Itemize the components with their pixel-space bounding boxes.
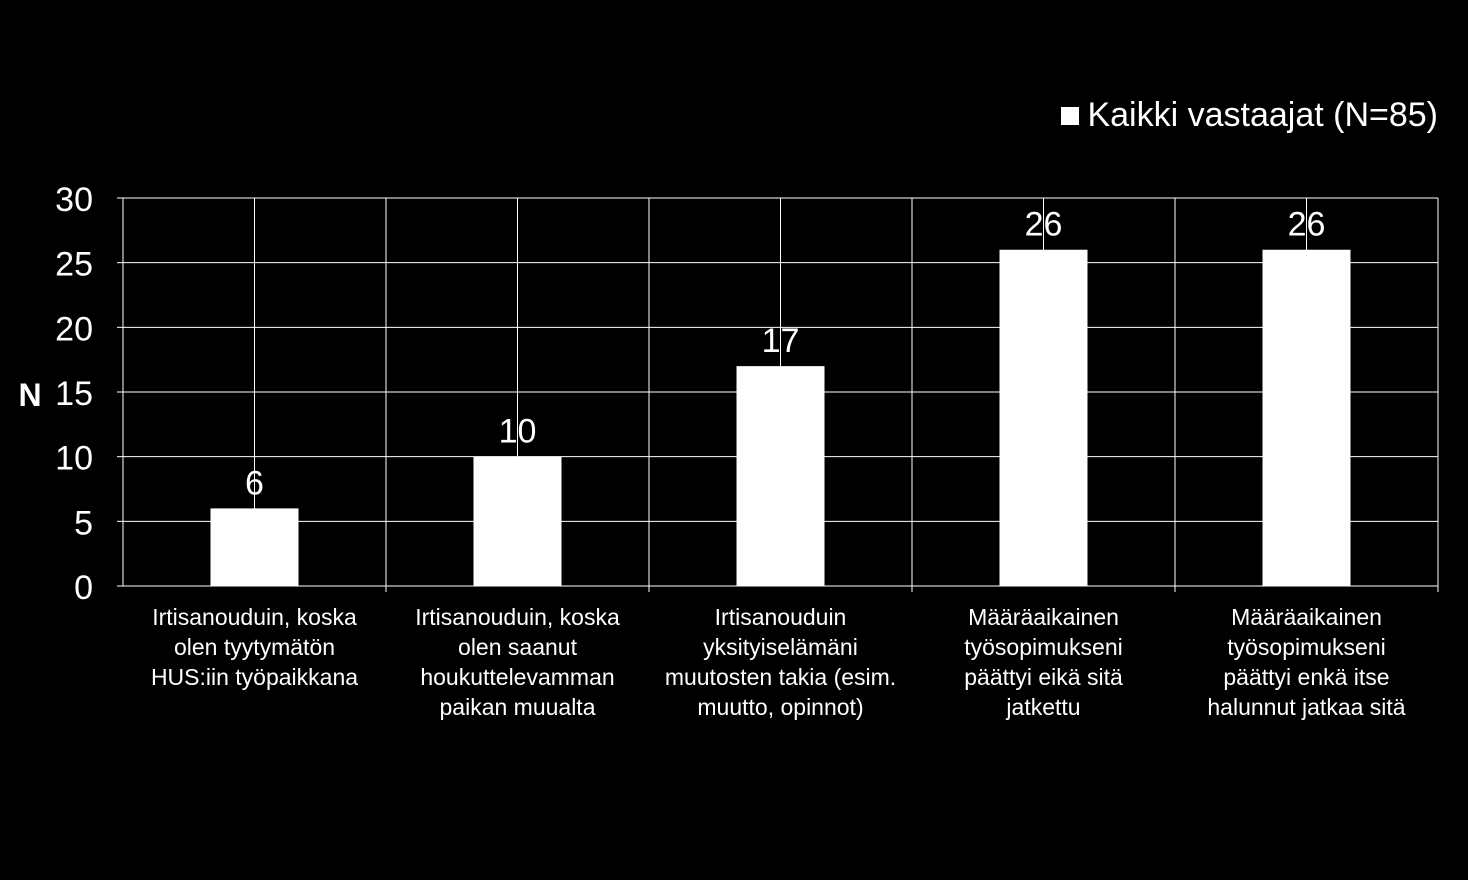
bar xyxy=(999,249,1088,586)
x-tick-label-line: Irtisanouduin, koska xyxy=(152,604,357,630)
legend: Kaikki vastaajat (N=85) xyxy=(1061,96,1438,135)
y-tick-label: 0 xyxy=(74,569,93,607)
bar xyxy=(210,508,299,586)
x-tick-label: Irtisanouduin, koska olen tyytymätön HUS:i… xyxy=(130,602,380,692)
y-tick-label: 5 xyxy=(74,504,93,542)
bar xyxy=(1262,249,1351,586)
bar xyxy=(736,366,825,586)
y-axis-label: N xyxy=(18,377,41,413)
data-label: 6 xyxy=(245,464,264,502)
bar xyxy=(473,456,562,586)
x-tick-label-line: olen tyytymätön xyxy=(173,634,336,660)
x-tick-label-line: työsopimukseni xyxy=(964,634,1123,660)
x-tick-label-line: houkuttelevamman xyxy=(420,664,615,690)
x-tick-label-line: muutosten takia (esim. xyxy=(664,664,897,690)
x-tick-label-line: yksityiselämäni xyxy=(703,634,858,660)
data-label: 26 xyxy=(1288,206,1326,244)
data-label: 17 xyxy=(762,322,800,360)
x-tick-label-line: Määräaikainen xyxy=(968,604,1119,630)
y-tick-label: 20 xyxy=(55,310,93,348)
data-label: 10 xyxy=(499,413,537,451)
x-tick-label-line: päättyi eikä sitä xyxy=(964,664,1123,690)
y-tick-label: 30 xyxy=(55,181,93,219)
legend-swatch xyxy=(1061,106,1080,125)
x-tick-label-line: muutto, opinnot) xyxy=(697,694,864,720)
x-tick-label-line: Määräaikainen xyxy=(1231,604,1382,630)
legend-label: Kaikki vastaajat (N=85) xyxy=(1087,96,1438,134)
x-tick-label-line: olen saanut xyxy=(458,634,577,660)
x-tick-label-line: Irtisanouduin, koska xyxy=(415,604,620,630)
x-tick-label-line: päättyi enkä itse xyxy=(1223,664,1390,690)
y-tick-label: 25 xyxy=(55,246,93,284)
x-tick-label: Irtisanouduin yksityiselämäni muutosten ta… xyxy=(656,602,906,722)
x-tick-label-line: jatkettu xyxy=(1006,694,1081,720)
y-tick-label: 10 xyxy=(55,440,93,478)
x-tick-label-line: HUS:iin työpaikkana xyxy=(150,664,359,690)
x-tick-label-line: työsopimukseni xyxy=(1227,634,1386,660)
x-tick-label: Määräaikainen työsopimukseni päättyi enkä … xyxy=(1182,602,1432,722)
data-label: 26 xyxy=(1025,206,1063,244)
x-tick-label-line: paikan muualta xyxy=(439,694,596,720)
x-tick-label-line: halunnut jatkaa sitä xyxy=(1207,694,1406,720)
x-tick-label-line: Irtisanouduin xyxy=(714,604,847,630)
x-tick-label: Määräaikainen työsopimukseni päättyi eikä … xyxy=(919,602,1169,722)
x-tick-label: Irtisanouduin, koska olen saanut houkuttel… xyxy=(393,602,643,722)
y-tick-label: 15 xyxy=(55,375,93,413)
